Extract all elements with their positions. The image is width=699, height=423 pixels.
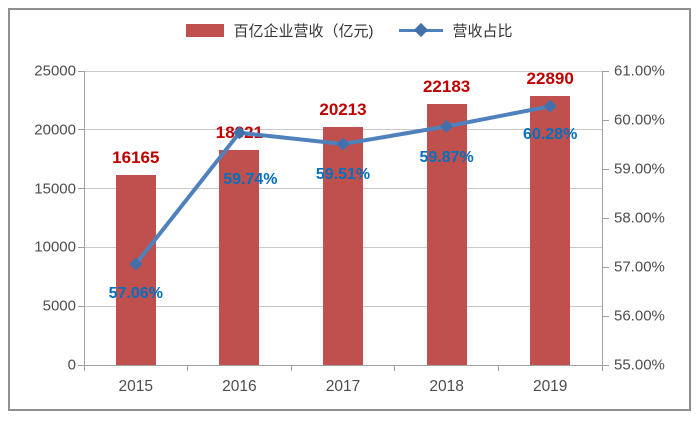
ratio-point-label: 59.51%: [315, 166, 371, 183]
x-axis-tick-label: 2017: [325, 378, 361, 395]
x-axis-tick: [187, 365, 189, 371]
y-axis-left-tick: [78, 246, 84, 248]
x-axis-line: [78, 364, 609, 366]
ratio-point-label: 59.87%: [419, 149, 474, 167]
revenue-bar: [426, 104, 467, 365]
ratio-line-marker: [232, 126, 246, 140]
x-axis-tick-label: 2018: [429, 378, 464, 395]
y-axis-right-tick: [602, 119, 609, 121]
legend: 百亿企业营收（亿元) 营收占比: [0, 17, 699, 43]
legend-label-revenue: 百亿企业营收（亿元): [233, 22, 374, 40]
y-axis-left-tick: [78, 305, 84, 307]
y-axis-left-tick-label: 10000: [34, 238, 76, 256]
y-axis-right-tick: [602, 266, 609, 268]
y-axis-left-tick-label: 5000: [42, 297, 76, 315]
legend-item-revenue: 百亿企业营收（亿元): [186, 20, 373, 41]
ratio-point-label: 59.74%: [223, 170, 278, 188]
y-axis-left-tick: [78, 364, 84, 366]
y-axis-left-tick-label: 25000: [34, 62, 76, 80]
revenue-bar: [323, 127, 363, 365]
y-axis-left-tick-label: 0: [67, 356, 76, 374]
x-axis-tick: [83, 365, 85, 371]
y-axis-right-tick-label: 61.00%: [614, 62, 665, 80]
legend-bar-swatch: [186, 23, 225, 37]
y-axis-left-tick: [78, 129, 84, 131]
y-axis-right-tick: [602, 315, 609, 317]
x-axis-tick: [497, 365, 499, 371]
revenue-bar-value-label: 16165: [112, 147, 160, 167]
x-axis-tick: [601, 365, 603, 371]
ratio-point-label: 60.28%: [523, 126, 578, 144]
revenue-bar-value-label: 22183: [422, 77, 471, 97]
y-axis-right-tick: [602, 364, 609, 366]
revenue-bar-value-label: 20213: [319, 100, 367, 120]
gridline: [84, 70, 602, 72]
x-axis-tick-label: 2016: [222, 378, 257, 395]
ratio-line-marker: [440, 119, 454, 133]
x-axis-tick: [394, 365, 396, 371]
y-axis-right-tick: [602, 70, 609, 72]
ratio-line-marker: [543, 99, 557, 113]
revenue-bar: [219, 149, 260, 365]
y-axis-right-tick-label: 60.00%: [614, 111, 665, 129]
x-axis-tick-label: 2015: [118, 378, 154, 395]
y-axis-left-tick-label: 20000: [34, 121, 76, 139]
y-axis-left-tick-label: 15000: [34, 180, 76, 198]
legend-item-ratio: 营收占比: [399, 20, 513, 41]
ratio-line-marker: [336, 137, 350, 151]
y-axis-right-tick-label: 58.00%: [614, 209, 665, 227]
y-axis-right-tick-label: 59.00%: [614, 160, 665, 178]
y-axis-right-tick: [602, 217, 609, 219]
legend-line-swatch: [399, 22, 444, 38]
x-axis-tick: [290, 365, 292, 371]
y-axis-right-tick-label: 57.00%: [614, 258, 665, 276]
y-axis-right-tick: [602, 168, 609, 170]
y-axis-right-tick-label: 56.00%: [614, 307, 665, 325]
y-axis-right-tick-label: 55.00%: [614, 356, 665, 374]
y-axis-left-tick: [78, 70, 84, 72]
legend-label-ratio: 营收占比: [452, 22, 513, 40]
y-axis-line-left: [83, 71, 85, 365]
x-axis-tick-label: 2019: [532, 378, 568, 395]
revenue-bar-value-label: 22890: [526, 68, 574, 88]
ratio-line: [134, 104, 551, 266]
y-axis-left-tick: [78, 188, 84, 190]
ratio-point-label: 57.06%: [108, 285, 163, 303]
revenue-bar: [530, 95, 571, 365]
ratio-line-marker: [129, 257, 143, 271]
